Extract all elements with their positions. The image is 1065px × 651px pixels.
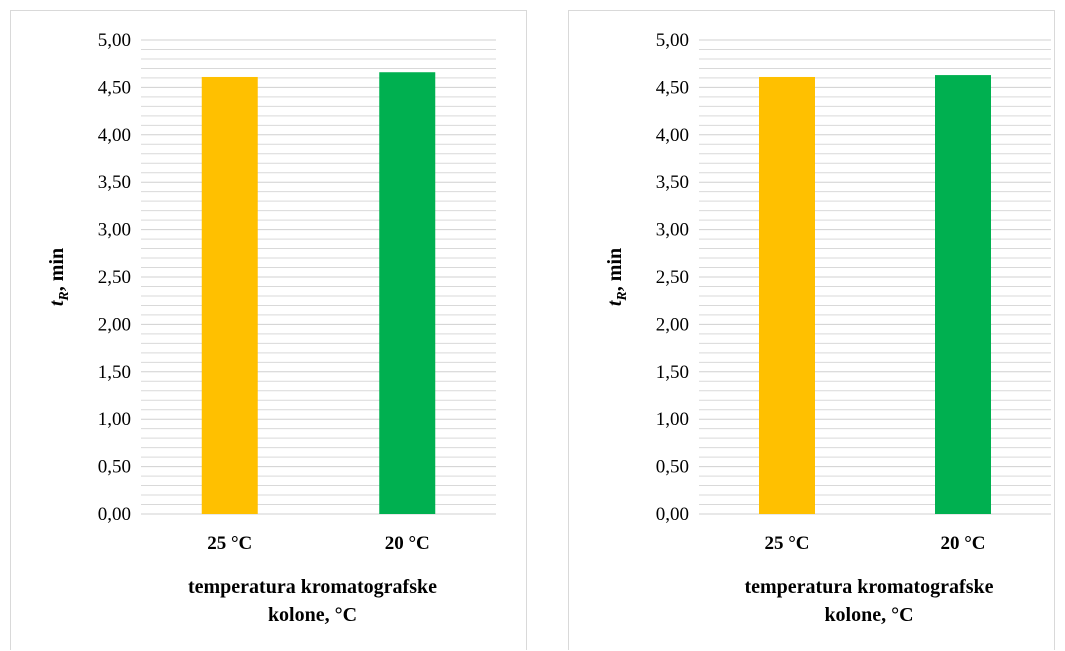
y-tick-label: 0,00 (98, 504, 131, 525)
category-label: 20 °C (940, 533, 985, 554)
category-label: 25 °C (207, 533, 252, 554)
gridlines (141, 39, 496, 515)
y-tick-label: 5,00 (656, 30, 689, 51)
y-tick-label: 3,50 (98, 172, 131, 193)
y-tick-labels: 0,00 0,50 1,00 1,50 2,00 2,50 3,00 3,50 4,00 4,50… (98, 30, 131, 525)
x-axis-title-line2: kolone, °C (268, 604, 357, 626)
y-axis-title-subscript: R (57, 291, 72, 301)
category-labels: 25 °C 20 °C (207, 533, 430, 554)
category-label: 25 °C (764, 533, 809, 554)
y-tick-label: 0,00 (656, 504, 689, 525)
y-tick-label: 2,00 (656, 314, 689, 335)
y-tick-label: 3,00 (98, 220, 131, 241)
axis-titles: temperatura kromatografske kolone, °C tR, … (604, 248, 994, 626)
y-tick-label: 4,50 (98, 77, 131, 98)
y-tick-label: 1,00 (656, 409, 689, 430)
y-tick-label: 0,50 (656, 457, 689, 478)
bar (935, 75, 991, 515)
y-axis-title: tR, min (46, 248, 72, 306)
y-tick-labels: 0,00 0,50 1,00 1,50 2,00 2,50 3,00 3,50 4,00 4,50… (656, 30, 689, 525)
y-axis-title-symbol: t (604, 299, 626, 306)
y-axis-title-symbol: t (46, 299, 68, 306)
y-tick-label: 0,50 (98, 457, 131, 478)
y-tick-label: 2,50 (656, 267, 689, 288)
y-tick-label: 4,50 (656, 77, 689, 98)
y-tick-label: 4,00 (656, 125, 689, 146)
y-tick-label: 2,50 (98, 267, 131, 288)
category-label: 20 °C (385, 533, 430, 554)
y-tick-label: 4,00 (98, 125, 131, 146)
x-axis-title-line1: temperatura kromatografske (188, 576, 437, 598)
gridlines (699, 39, 1051, 515)
chart-panel-left: 0,00 0,50 1,00 1,50 2,00 2,50 3,00 3,50 4,00 4,50… (10, 10, 527, 650)
y-tick-label: 3,00 (656, 220, 689, 241)
bar-chart-right: 0,00 0,50 1,00 1,50 2,00 2,50 3,00 3,50 4,00 4,50… (604, 30, 1051, 626)
bar-chart-left: 0,00 0,50 1,00 1,50 2,00 2,50 3,00 3,50 4,00 4,50… (46, 30, 496, 626)
bar (379, 72, 436, 514)
y-tick-label: 5,00 (98, 30, 131, 51)
bars (201, 72, 436, 515)
category-labels: 25 °C 20 °C (764, 533, 985, 554)
bar (201, 76, 258, 515)
y-axis-title-unit: , min (46, 248, 68, 291)
y-tick-label: 3,50 (656, 172, 689, 193)
chart-panel-right: 0,00 0,50 1,00 1,50 2,00 2,50 3,00 3,50 4,00 4,50… (568, 10, 1055, 650)
bars (759, 75, 991, 515)
y-axis-title-unit: , min (604, 248, 626, 291)
y-tick-label: 2,00 (98, 314, 131, 335)
y-tick-label: 1,00 (98, 409, 131, 430)
bar (759, 76, 815, 515)
y-tick-label: 1,50 (98, 362, 131, 383)
x-axis-title-line2: kolone, °C (824, 604, 913, 626)
axis-titles: temperatura kromatografske kolone, °C tR, … (46, 248, 437, 626)
y-tick-label: 1,50 (656, 362, 689, 383)
y-axis-title-subscript: R (615, 291, 630, 301)
x-axis-title-line1: temperatura kromatografske (744, 576, 993, 598)
y-axis-title: tR, min (604, 248, 630, 306)
